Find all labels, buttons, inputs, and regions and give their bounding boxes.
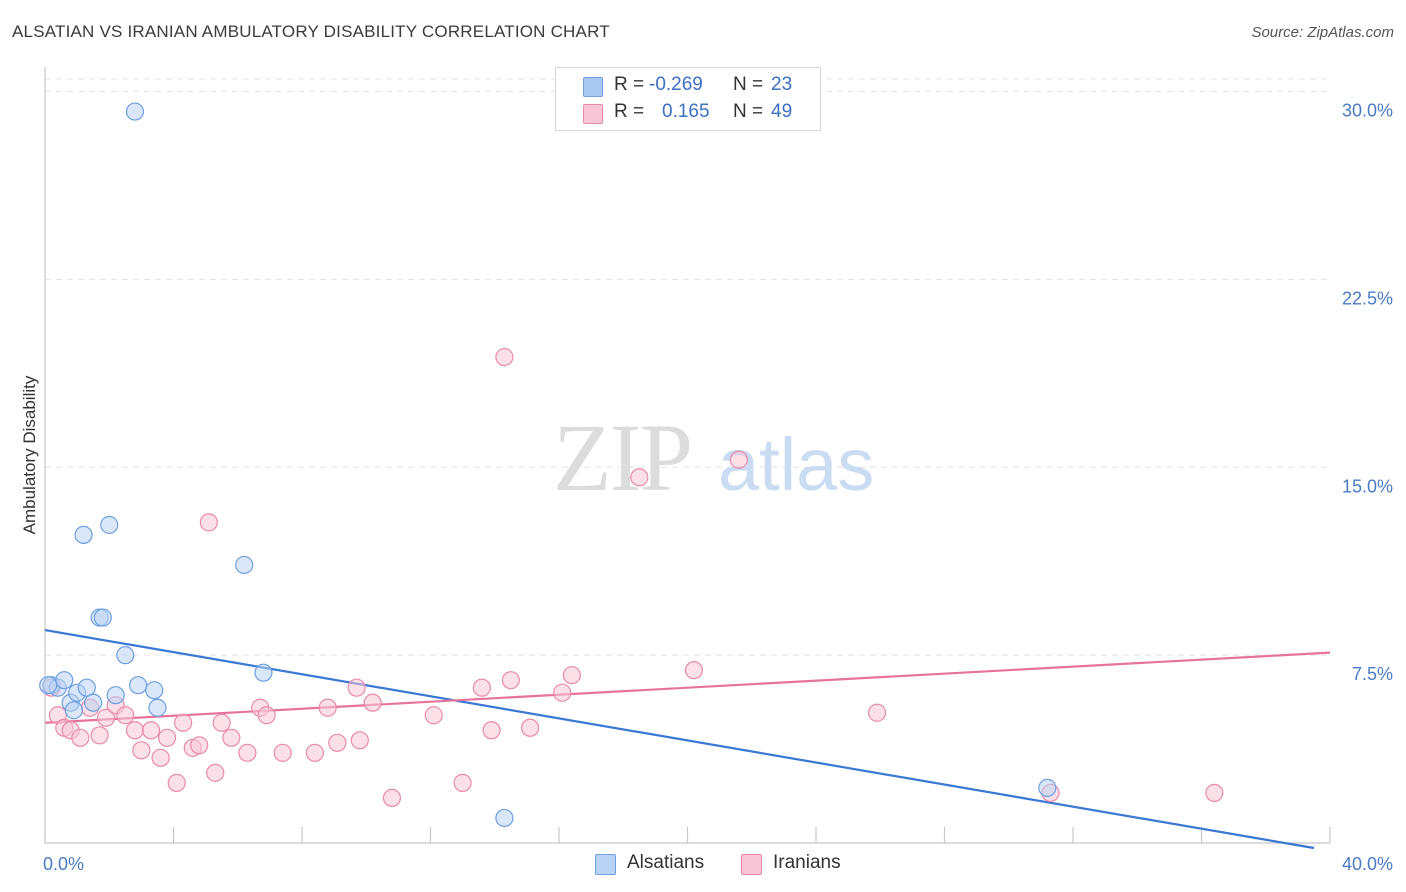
data-point-iranians bbox=[116, 706, 135, 725]
y-tick-label: 22.5% bbox=[1342, 288, 1393, 308]
data-point-alsatians bbox=[100, 515, 119, 534]
trend-line-alsatians bbox=[44, 628, 1315, 850]
data-point-iranians bbox=[206, 763, 225, 782]
data-point-iranians bbox=[347, 678, 366, 697]
correlation-legend: R = -0.269 N = 23 R = 0.165 N = 49 bbox=[555, 67, 821, 131]
y-tick-label: 15.0% bbox=[1342, 476, 1393, 496]
legend-swatch-alsatians bbox=[583, 77, 603, 97]
legend-n-value: 49 bbox=[771, 101, 793, 122]
data-point-iranians bbox=[867, 703, 887, 722]
data-point-iranians bbox=[472, 678, 491, 697]
data-point-alsatians bbox=[495, 808, 514, 828]
axes bbox=[44, 67, 1331, 844]
data-point-iranians bbox=[151, 748, 170, 767]
x-tick-label: 0.0% bbox=[43, 854, 84, 874]
data-point-iranians bbox=[157, 728, 177, 747]
data-point-alsatians bbox=[74, 525, 93, 544]
data-point-iranians bbox=[141, 721, 161, 740]
legend-swatch-iranians bbox=[583, 104, 603, 124]
data-point-alsatians bbox=[116, 646, 135, 665]
series-legend-swatch-alsatians bbox=[595, 854, 616, 875]
watermark-zip: ZIP bbox=[553, 404, 691, 511]
data-point-iranians bbox=[305, 743, 324, 762]
data-point-alsatians bbox=[129, 676, 148, 695]
data-point-alsatians bbox=[106, 686, 125, 705]
legend-r-label: R = bbox=[614, 74, 645, 95]
legend-n-value: 23 bbox=[771, 74, 793, 95]
data-point-iranians bbox=[222, 728, 241, 747]
data-point-alsatians bbox=[64, 701, 84, 720]
data-point-alsatians bbox=[125, 102, 145, 121]
data-point-iranians bbox=[273, 743, 292, 762]
data-point-alsatians bbox=[1038, 778, 1057, 797]
series-legend-swatch-iranians bbox=[741, 854, 762, 875]
legend-n-label: N = bbox=[733, 74, 764, 95]
data-point-iranians bbox=[167, 773, 186, 792]
y-tick-label: 7.5% bbox=[1352, 664, 1393, 684]
series-legend-label-iranians: Iranians bbox=[773, 852, 841, 873]
data-point-alsatians bbox=[39, 676, 58, 695]
legend-row-alsatians: R = -0.269 N = 23 bbox=[556, 74, 820, 100]
data-point-alsatians bbox=[55, 671, 74, 690]
data-point-iranians bbox=[382, 788, 402, 808]
x-tick-label: 40.0% bbox=[1342, 854, 1393, 874]
y-tick-label: 30.0% bbox=[1342, 101, 1393, 121]
data-point-iranians bbox=[199, 513, 218, 532]
data-point-iranians bbox=[257, 706, 276, 725]
legend-r-value: -0.269 bbox=[649, 74, 703, 95]
chart-title: ALSATIAN VS IRANIAN AMBULATORY DISABILIT… bbox=[12, 22, 610, 41]
data-point-iranians bbox=[424, 706, 443, 725]
data-point-iranians bbox=[562, 666, 581, 685]
data-point-alsatians bbox=[145, 681, 164, 700]
y-tick-labels: 7.5% 15.0% 22.5% 30.0% bbox=[1342, 101, 1393, 685]
data-points bbox=[39, 102, 1224, 828]
data-point-alsatians bbox=[235, 555, 254, 575]
data-point-iranians bbox=[174, 713, 193, 732]
series-legend-label-alsatians: Alsatians bbox=[627, 852, 705, 873]
data-point-alsatians bbox=[148, 698, 167, 717]
data-point-iranians bbox=[482, 721, 501, 740]
data-point-iranians bbox=[190, 736, 209, 755]
data-point-alsatians bbox=[254, 663, 273, 682]
data-point-iranians bbox=[328, 733, 347, 752]
data-point-iranians bbox=[630, 468, 649, 487]
data-point-alsatians bbox=[77, 678, 96, 697]
data-point-alsatians bbox=[93, 608, 112, 627]
data-point-iranians bbox=[729, 450, 749, 469]
data-point-iranians bbox=[238, 743, 257, 762]
data-point-iranians bbox=[684, 661, 704, 680]
data-point-iranians bbox=[71, 728, 90, 747]
data-point-iranians bbox=[501, 671, 520, 690]
data-point-iranians bbox=[90, 726, 109, 745]
data-point-iranians bbox=[453, 773, 472, 792]
data-point-alsatians bbox=[84, 693, 103, 712]
legend-r-label: R = bbox=[614, 101, 645, 122]
data-point-iranians bbox=[212, 713, 231, 732]
data-point-iranians bbox=[1205, 783, 1224, 803]
data-point-iranians bbox=[125, 721, 145, 740]
data-point-iranians bbox=[350, 731, 369, 750]
data-point-iranians bbox=[96, 708, 116, 727]
data-point-iranians bbox=[318, 698, 337, 717]
data-point-iranians bbox=[132, 741, 151, 760]
watermark: ZIP atlas bbox=[553, 404, 874, 511]
data-point-iranians bbox=[520, 718, 540, 737]
legend-r-value: 0.165 bbox=[662, 101, 710, 122]
data-point-iranians bbox=[553, 683, 572, 702]
legend-n-label: N = bbox=[733, 101, 764, 122]
x-tick-labels: 0.0% 40.0% bbox=[43, 854, 1393, 874]
data-point-iranians bbox=[495, 347, 514, 367]
y-axis-label: Ambulatory Disability bbox=[20, 375, 39, 534]
data-point-iranians bbox=[363, 693, 382, 712]
legend-row-iranians: R = 0.165 N = 49 bbox=[556, 101, 820, 127]
chart-source: Source: ZipAtlas.com bbox=[1251, 24, 1394, 41]
